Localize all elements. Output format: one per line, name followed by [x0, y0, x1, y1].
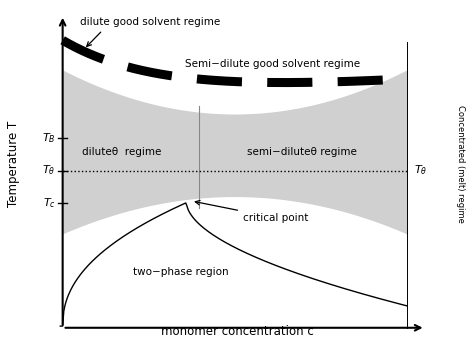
Text: Temperature T: Temperature T — [7, 121, 19, 207]
Text: two−phase region: two−phase region — [133, 267, 228, 277]
Text: Semi−dilute good solvent regime: Semi−dilute good solvent regime — [185, 59, 360, 69]
Text: $T_{\theta}$: $T_{\theta}$ — [414, 164, 427, 177]
Text: $T_{\theta}$: $T_{\theta}$ — [42, 164, 55, 177]
Text: critical point: critical point — [195, 201, 309, 223]
Text: semi−diluteθ regime: semi−diluteθ regime — [247, 147, 357, 157]
Text: monomer concentration c: monomer concentration c — [161, 325, 313, 338]
Text: $T_B$: $T_B$ — [42, 132, 55, 145]
Text: $T_c$: $T_c$ — [43, 196, 55, 209]
Text: diluteθ  regime: diluteθ regime — [82, 147, 161, 157]
Text: dilute good solvent regime: dilute good solvent regime — [80, 17, 220, 27]
Text: Concentrated (melt) regime: Concentrated (melt) regime — [456, 105, 465, 223]
